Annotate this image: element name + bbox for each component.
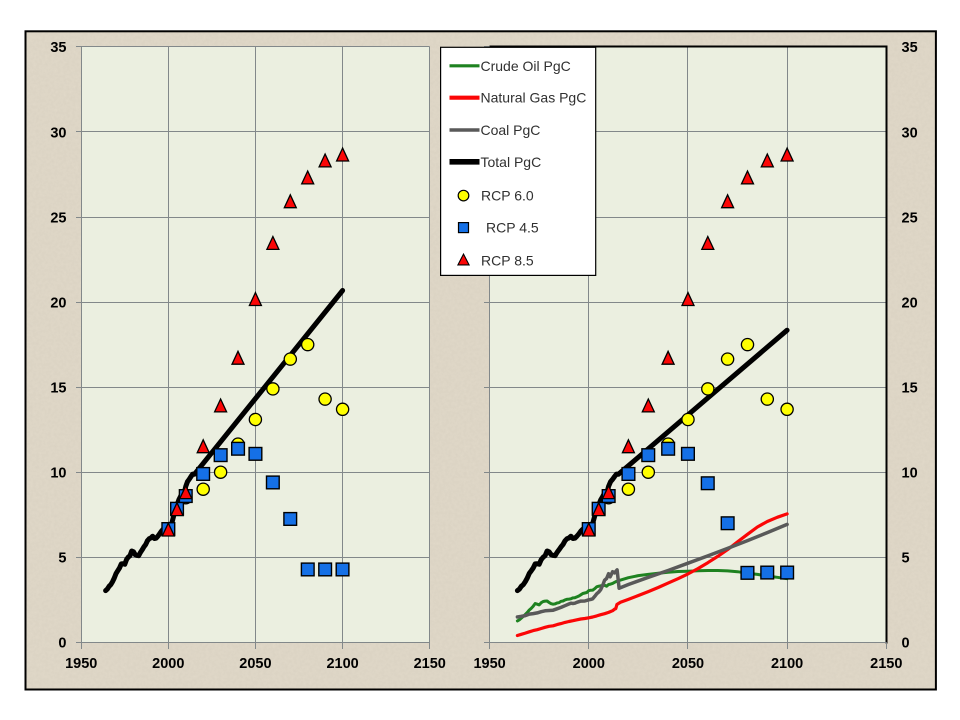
svg-text:2150: 2150 (870, 656, 902, 672)
svg-text:30: 30 (902, 125, 918, 141)
svg-text:35: 35 (50, 40, 66, 56)
svg-text:20: 20 (902, 295, 918, 311)
svg-text:5: 5 (902, 551, 910, 567)
svg-text:20: 20 (50, 295, 66, 311)
svg-text:10: 10 (50, 466, 66, 482)
svg-text:0: 0 (902, 636, 910, 652)
svg-text:2000: 2000 (573, 656, 605, 672)
svg-text:RCP 6.0: RCP 6.0 (481, 188, 534, 204)
svg-text:Total PgC: Total PgC (481, 154, 542, 170)
svg-text:35: 35 (902, 40, 918, 56)
svg-text:2100: 2100 (326, 656, 358, 672)
svg-text:2050: 2050 (672, 656, 704, 672)
svg-text:Crude Oil PgC: Crude Oil PgC (481, 58, 571, 74)
svg-text:Coal PgC: Coal PgC (481, 122, 541, 138)
svg-text:RCP 8.5: RCP 8.5 (481, 252, 534, 268)
svg-text:30: 30 (50, 125, 66, 141)
svg-text:2000: 2000 (152, 656, 184, 672)
svg-text:1950: 1950 (65, 656, 97, 672)
svg-text:25: 25 (50, 210, 66, 226)
svg-text:Natural Gas PgC: Natural Gas PgC (481, 90, 587, 106)
svg-text:1950: 1950 (473, 656, 505, 672)
svg-text:15: 15 (902, 380, 918, 396)
svg-text:5: 5 (58, 551, 66, 567)
svg-text:2100: 2100 (771, 656, 803, 672)
svg-text:2150: 2150 (414, 656, 446, 672)
svg-text:2050: 2050 (239, 656, 271, 672)
svg-text:15: 15 (50, 380, 66, 396)
svg-text:0: 0 (58, 636, 66, 652)
svg-text:10: 10 (902, 466, 918, 482)
svg-text:RCP 4.5: RCP 4.5 (486, 220, 539, 236)
svg-text:25: 25 (902, 210, 918, 226)
